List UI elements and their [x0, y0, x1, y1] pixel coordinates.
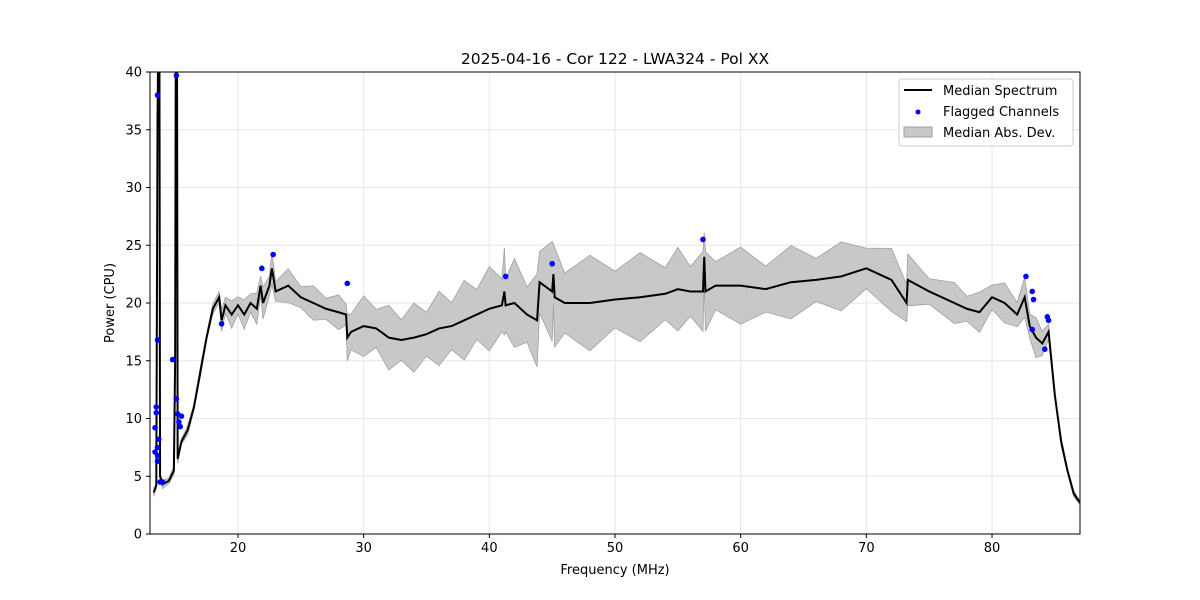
- flagged-channel-point: [173, 396, 180, 402]
- flagged-channels: [152, 72, 1052, 485]
- y-tick-label: 30: [125, 181, 142, 196]
- y-tick-label: 15: [125, 354, 142, 369]
- y-tick-label: 40: [125, 66, 142, 81]
- y-tick-label: 5: [134, 470, 142, 485]
- legend-flagged-channels: Flagged Channels: [943, 105, 1059, 120]
- x-tick-label: 60: [732, 541, 749, 556]
- flagged-channel-point: [502, 273, 509, 280]
- flagged-channel-point: [1045, 317, 1052, 324]
- legend-band-swatch: [903, 126, 933, 138]
- x-tick-label: 20: [230, 541, 247, 556]
- flagged-channel-point: [1030, 296, 1037, 303]
- y-tick-label: 20: [125, 297, 142, 312]
- flagged-channel-point: [1029, 288, 1036, 295]
- y-tick-label: 0: [134, 528, 142, 543]
- flagged-channel-point: [218, 320, 225, 327]
- y-tick-label: 10: [125, 412, 142, 427]
- flagged-channel-point: [1042, 346, 1048, 353]
- x-tick-label: 50: [607, 541, 624, 556]
- flagged-channel-point: [1029, 326, 1036, 333]
- flagged-channel-point: [154, 92, 161, 98]
- legend-dot-swatch: [915, 109, 921, 115]
- flagged-channel-point: [173, 72, 180, 79]
- flagged-channel-point: [259, 265, 265, 272]
- flagged-channel-point: [176, 419, 182, 425]
- flagged-channel-point: [154, 444, 161, 451]
- flagged-channel-point: [700, 236, 706, 243]
- y-axis-label: Power (CPU): [103, 263, 118, 343]
- axis-ticks: 20 30 40 50 60 70 80 0 5 10 15 20 25 30 35 40: [125, 66, 1000, 557]
- flagged-channel-point: [177, 423, 183, 430]
- x-tick-label: 70: [858, 541, 875, 556]
- y-tick-label: 35: [125, 123, 142, 138]
- legend-mad: Median Abs. Dev.: [943, 126, 1055, 141]
- flagged-channel-point: [153, 404, 160, 410]
- flagged-channel-point: [155, 436, 162, 443]
- flagged-channel-point: [154, 337, 161, 343]
- flagged-channel-point: [153, 409, 160, 416]
- flagged-channel-point: [152, 424, 158, 431]
- flagged-channel-point: [549, 260, 555, 267]
- flagged-channel-point: [1023, 273, 1029, 280]
- flagged-channel-point: [344, 280, 351, 287]
- flagged-channel-point: [270, 251, 276, 258]
- legend-median-spectrum: Median Spectrum: [943, 84, 1057, 99]
- legend: Median Spectrum Flagged Channels Median …: [898, 78, 1074, 147]
- mad-band: [153, 72, 1080, 506]
- y-tick-label: 25: [125, 239, 142, 254]
- flagged-channel-point: [154, 458, 161, 465]
- x-tick-label: 40: [481, 541, 498, 556]
- flagged-channel-point: [169, 356, 176, 363]
- chart-title: 2025-04-16 - Cor 122 - LWA324 - Pol XX: [461, 50, 770, 68]
- x-tick-label: 30: [355, 541, 372, 556]
- flagged-channel-point: [178, 413, 185, 419]
- median-spectrum-line: [152, 72, 1080, 504]
- flagged-channel-point: [154, 452, 161, 459]
- flagged-channel-point: [159, 479, 166, 485]
- x-tick-label: 80: [984, 541, 1001, 556]
- x-axis-label: Frequency (MHz): [560, 563, 669, 578]
